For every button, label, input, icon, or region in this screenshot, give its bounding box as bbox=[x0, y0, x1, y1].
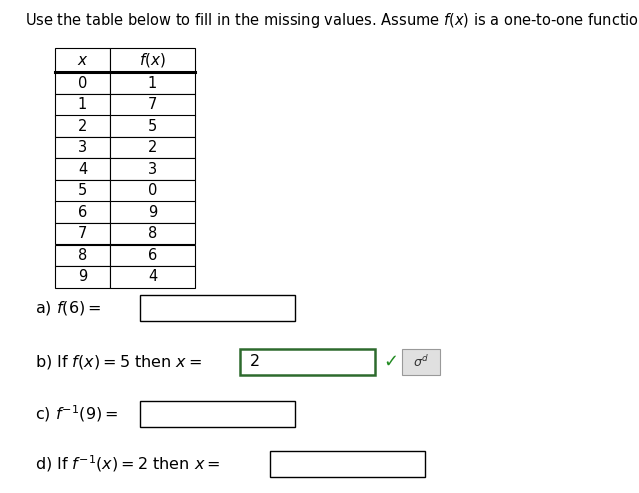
Bar bbox=[110, 94, 195, 115]
Text: 0: 0 bbox=[78, 76, 87, 91]
Bar bbox=[110, 137, 195, 159]
Bar bbox=[110, 223, 195, 245]
Text: a) $f(6) = $: a) $f(6) = $ bbox=[35, 299, 102, 317]
Bar bbox=[55, 245, 110, 266]
Bar bbox=[110, 180, 195, 202]
Bar bbox=[55, 266, 110, 287]
Bar bbox=[402, 349, 440, 375]
Text: $x$: $x$ bbox=[77, 53, 88, 68]
Text: 6: 6 bbox=[148, 248, 157, 263]
Bar bbox=[110, 72, 195, 94]
Bar bbox=[140, 401, 295, 427]
Text: 6: 6 bbox=[78, 205, 87, 220]
Text: b) If $f(x) = 5$ then $x = $: b) If $f(x) = 5$ then $x = $ bbox=[35, 353, 202, 371]
Bar bbox=[55, 180, 110, 202]
Text: 2: 2 bbox=[78, 119, 87, 134]
Text: 5: 5 bbox=[148, 119, 157, 134]
Text: 4: 4 bbox=[78, 162, 87, 177]
Bar bbox=[110, 202, 195, 223]
Bar bbox=[140, 295, 295, 321]
Text: 2: 2 bbox=[250, 354, 259, 369]
Text: $f(x)$: $f(x)$ bbox=[139, 51, 166, 69]
Text: 4: 4 bbox=[148, 269, 157, 284]
Text: ✓: ✓ bbox=[383, 353, 398, 371]
Text: 3: 3 bbox=[148, 162, 157, 177]
Bar bbox=[270, 451, 425, 477]
Bar bbox=[240, 349, 375, 375]
Text: 2: 2 bbox=[148, 140, 157, 155]
Bar bbox=[110, 266, 195, 287]
Text: 3: 3 bbox=[78, 140, 87, 155]
Bar bbox=[55, 202, 110, 223]
Bar bbox=[110, 115, 195, 137]
Bar bbox=[110, 245, 195, 266]
Text: $\sigma^d$: $\sigma^d$ bbox=[413, 354, 429, 370]
Text: 1: 1 bbox=[78, 97, 87, 112]
Text: 8: 8 bbox=[78, 248, 87, 263]
Text: d) If $f^{-1}(x) = 2$ then $x = $: d) If $f^{-1}(x) = 2$ then $x = $ bbox=[35, 454, 220, 474]
Text: 1: 1 bbox=[148, 76, 157, 91]
Text: 9: 9 bbox=[148, 205, 157, 220]
Text: 9: 9 bbox=[78, 269, 87, 284]
Bar bbox=[55, 72, 110, 94]
Text: c) $f^{-1}(9) = $: c) $f^{-1}(9) = $ bbox=[35, 404, 118, 424]
Bar bbox=[110, 48, 195, 72]
Bar bbox=[55, 223, 110, 245]
Text: 8: 8 bbox=[148, 226, 157, 241]
Bar bbox=[55, 48, 110, 72]
Text: Use the table below to fill in the missing values. Assume $f(x)$ is a one-to-one: Use the table below to fill in the missi… bbox=[25, 11, 639, 31]
Text: 0: 0 bbox=[148, 183, 157, 198]
Text: 5: 5 bbox=[78, 183, 87, 198]
Text: 7: 7 bbox=[78, 226, 87, 241]
Bar bbox=[110, 159, 195, 180]
Bar bbox=[55, 159, 110, 180]
Bar bbox=[55, 94, 110, 115]
Text: 7: 7 bbox=[148, 97, 157, 112]
Bar bbox=[55, 115, 110, 137]
Bar bbox=[55, 137, 110, 159]
